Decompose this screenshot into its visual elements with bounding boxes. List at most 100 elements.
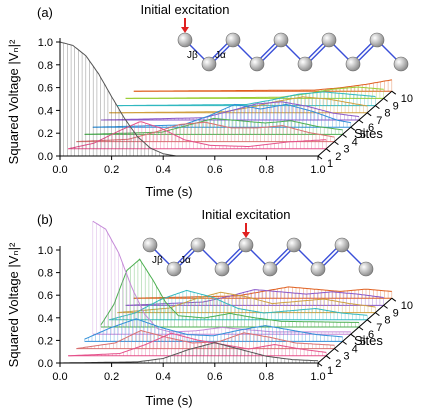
y-tick-label: 0.8 bbox=[38, 268, 53, 280]
site-node bbox=[177, 32, 193, 48]
site-tick bbox=[366, 112, 372, 117]
site-tick-label: 2 bbox=[335, 151, 341, 163]
y-axis-label: Squared Voltage |Vₙ|² bbox=[6, 39, 21, 164]
series-envelope bbox=[109, 96, 368, 114]
series-site-5 bbox=[92, 103, 352, 128]
site-node bbox=[238, 237, 254, 253]
site-node bbox=[190, 237, 206, 253]
panel-a: (a)0.00.20.40.60.81.00.0 0.2 0.4 0.6 0.8 1.0 1… bbox=[6, 2, 413, 199]
series-oscillation bbox=[207, 79, 393, 92]
series-oscillation bbox=[100, 260, 360, 327]
coupling-label-jbeta: Jβ bbox=[152, 255, 163, 266]
site-node bbox=[214, 261, 230, 277]
site-node bbox=[297, 56, 313, 72]
site-tick-label: 10 bbox=[401, 300, 413, 312]
site-tick bbox=[358, 119, 364, 124]
series-site-7 bbox=[109, 289, 368, 321]
site-tick-label: 5 bbox=[360, 336, 366, 348]
y-tick-label: 0.0 bbox=[38, 358, 53, 370]
y-tick-label: 0.4 bbox=[38, 313, 53, 325]
series-envelope bbox=[84, 318, 343, 340]
site-tick bbox=[342, 340, 347, 345]
coupling-label-jalpha: Jα bbox=[180, 255, 191, 266]
site-axis-line bbox=[317, 90, 393, 157]
site-tick-label: 10 bbox=[401, 93, 413, 105]
y-tick-label: 0.4 bbox=[38, 105, 53, 117]
site-tick-label: 2 bbox=[335, 358, 341, 370]
chain-diagram: Jβ Jα Initial excitation bbox=[142, 207, 374, 277]
y-tick-label: 0.2 bbox=[38, 335, 53, 347]
series-envelope bbox=[109, 289, 368, 321]
site-tick-label: 8 bbox=[384, 108, 390, 120]
x-axis-label: Time (s) bbox=[145, 393, 192, 408]
site-tick-label: 3 bbox=[343, 351, 349, 363]
site-tick bbox=[383, 98, 388, 102]
site-tick bbox=[366, 319, 372, 324]
site-tick-label: 1 bbox=[327, 365, 333, 377]
series-site-7 bbox=[109, 96, 368, 114]
series-site-8 bbox=[117, 291, 376, 314]
site-tick bbox=[325, 355, 331, 360]
y-tick-label: 0.6 bbox=[38, 83, 53, 95]
series-oscillation bbox=[92, 221, 352, 335]
series-envelope bbox=[84, 117, 343, 135]
site-tick bbox=[317, 155, 323, 160]
y-tick-label: 0.0 bbox=[38, 151, 53, 163]
site-node bbox=[201, 56, 217, 72]
site-tick bbox=[325, 148, 331, 153]
site-tick bbox=[383, 304, 388, 309]
site-axis-label: Sites bbox=[354, 126, 383, 141]
site-node bbox=[334, 237, 350, 253]
site-tick-label: 9 bbox=[393, 307, 399, 319]
site-node bbox=[310, 261, 326, 277]
site-tick-label: 9 bbox=[393, 100, 399, 112]
series-envelope bbox=[125, 289, 384, 306]
site-node bbox=[225, 32, 241, 48]
site-tick-label: 4 bbox=[352, 343, 358, 355]
x-tick-label: 0.0 bbox=[52, 371, 67, 383]
x-tick-label: 0.2 bbox=[104, 164, 119, 176]
series-site-3 bbox=[76, 329, 335, 350]
site-tick-label: 3 bbox=[343, 144, 349, 156]
site-node bbox=[358, 261, 374, 277]
excitation-arrow-head bbox=[181, 27, 189, 33]
site-axis-line bbox=[317, 297, 393, 364]
site-tick-label: 7 bbox=[376, 322, 382, 334]
series-site-4 bbox=[84, 117, 343, 135]
site-node bbox=[142, 237, 158, 253]
series-envelope bbox=[133, 79, 392, 92]
series-envelope bbox=[92, 220, 351, 333]
series-site-4 bbox=[84, 318, 343, 342]
series-envelope bbox=[101, 101, 360, 121]
series-site-10 bbox=[133, 79, 393, 92]
x-tick-label: 1.0 bbox=[310, 164, 325, 176]
site-tick-label: 1 bbox=[327, 158, 333, 170]
y-axis-label: Squared Voltage |Vₙ|² bbox=[6, 242, 21, 367]
series-site-6 bbox=[100, 258, 360, 328]
site-tick bbox=[342, 133, 347, 138]
series-site-10 bbox=[133, 286, 393, 299]
site-tick bbox=[334, 348, 339, 353]
annotation-initial-excitation: Initial excitation bbox=[141, 2, 230, 17]
site-tick-label: 6 bbox=[368, 122, 374, 134]
x-tick-label: 0.0 bbox=[52, 164, 67, 176]
series-envelope bbox=[76, 329, 335, 350]
y-tick-label: 1.0 bbox=[38, 37, 53, 49]
panel-b: (b)0.00.20.40.60.81.00.0 0.2 0.4 0.6 0.8 1.0 1… bbox=[6, 207, 413, 408]
series-envelope bbox=[125, 86, 384, 99]
site-tick bbox=[317, 362, 323, 367]
site-tick-label: 8 bbox=[384, 315, 390, 327]
coupling-label-jalpha: Jα bbox=[215, 50, 226, 61]
y-tick-label: 0.6 bbox=[38, 290, 53, 302]
x-tick-label: 0.4 bbox=[156, 371, 171, 383]
panel-label: (a) bbox=[37, 5, 53, 20]
series-site-9 bbox=[125, 86, 384, 99]
coupling-label-jbeta: Jβ bbox=[187, 50, 198, 61]
x-tick-label: 0.6 bbox=[207, 164, 222, 176]
y-tick-label: 0.2 bbox=[38, 128, 53, 140]
annotation-initial-excitation: Initial excitation bbox=[202, 207, 291, 222]
series-envelope bbox=[60, 342, 319, 364]
series-envelope bbox=[76, 121, 335, 143]
series-envelope bbox=[68, 332, 327, 357]
